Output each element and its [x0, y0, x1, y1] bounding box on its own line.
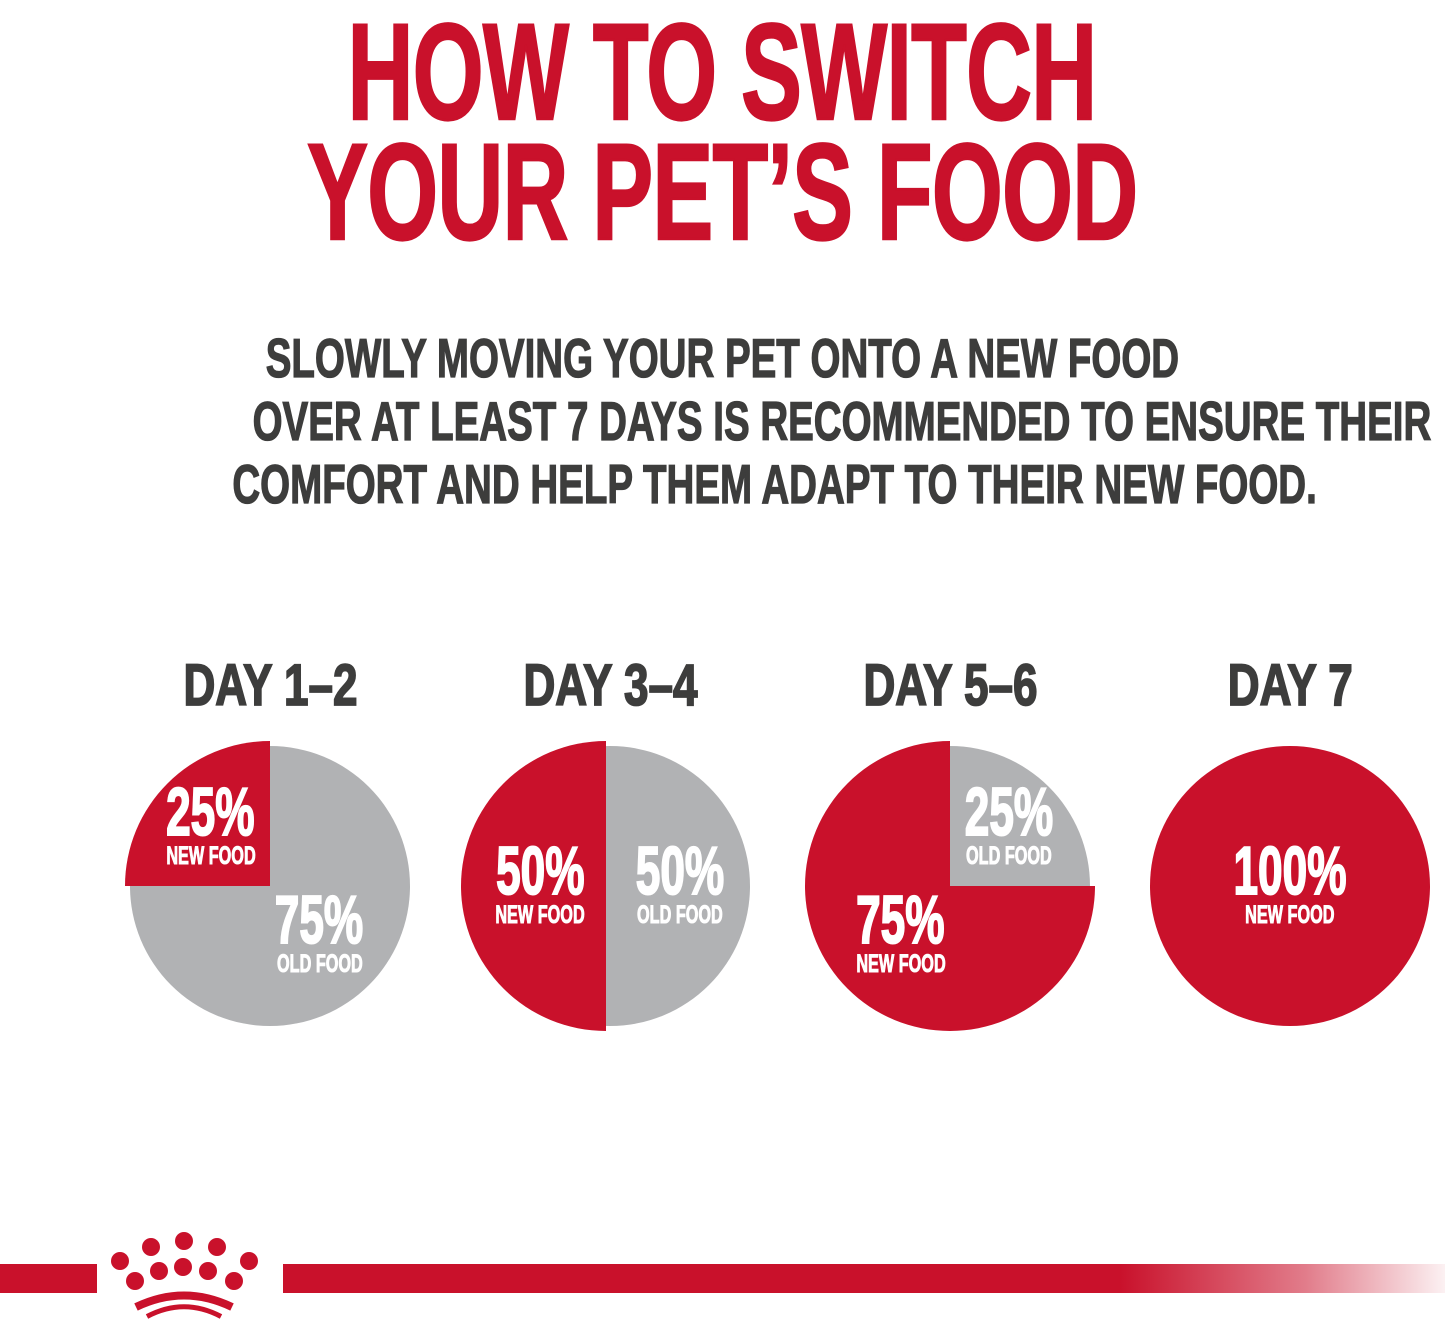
slice-name: NEW FOOD	[1245, 901, 1335, 929]
new-food-slice-label: 25% NEW FOOD	[142, 773, 280, 870]
new-food-slice-label: 75% NEW FOOD	[832, 882, 970, 979]
pie-chart: 50% NEW FOOD 50% OLD FOOD	[460, 736, 760, 1036]
slice-percent: 75%	[856, 882, 946, 959]
transition-schedule-charts: DAY 1–2 25% NEW FOOD 75% OLD FOOD DAY 3–4 50% N…	[100, 653, 1445, 1036]
slice-percent: 50%	[635, 833, 725, 909]
footer-ribbon-right	[283, 1264, 1445, 1293]
old-food-slice-label: 25% OLD FOOD	[941, 773, 1077, 870]
slice-name: OLD FOOD	[276, 950, 363, 979]
page-title: HOW TO SWITCH YOUR PET’S FOOD	[0, 0, 1445, 269]
slice-name: NEW FOOD	[165, 841, 256, 870]
subtitle: SLOWLY MOVING YOUR PET ONTO A NEW FOOD O…	[0, 326, 1445, 516]
day-range-label: DAY 7	[1227, 653, 1353, 718]
old-food-slice-label: 75% OLD FOOD	[251, 882, 387, 979]
day-range-label: DAY 1–2	[182, 653, 358, 718]
pie-chart: 100% NEW FOOD	[1140, 736, 1440, 1036]
slice-percent: 25%	[965, 773, 1055, 850]
subtitle-line-3: COMFORT AND HELP THEM ADAPT TO THEIR NEW…	[232, 452, 1317, 515]
slice-percent: 100%	[1233, 833, 1347, 909]
slice-percent: 25%	[166, 773, 256, 850]
slice-percent: 50%	[495, 833, 585, 909]
pie-svg	[805, 741, 1095, 1031]
new-food-slice-label: 100% NEW FOOD	[1203, 833, 1377, 929]
day-column-2: DAY 3–4 50% NEW FOOD 50% OLD FOOD	[440, 653, 780, 1036]
royal-canin-crown-icon	[111, 1232, 258, 1319]
page-title-line-2: YOUR PET’S FOOD	[307, 116, 1140, 269]
subtitle-line-1: SLOWLY MOVING YOUR PET ONTO A NEW FOOD	[265, 326, 1180, 389]
slice-percent: 75%	[275, 882, 365, 959]
pie-chart: 25% NEW FOOD 75% OLD FOOD	[120, 736, 420, 1036]
day-range-label: DAY 3–4	[522, 653, 698, 718]
day-column-3: DAY 5–6 75% NEW FOOD 25% OLD FOOD	[780, 653, 1120, 1036]
subtitle-line-2: OVER AT LEAST 7 DAYS IS RECOMMENDED TO E…	[252, 389, 1432, 452]
slice-name: OLD FOOD	[637, 901, 723, 929]
slice-name: NEW FOOD	[495, 901, 585, 929]
day-range-label: DAY 5–6	[862, 653, 1038, 718]
page-title-line-1: HOW TO SWITCH	[347, 0, 1098, 149]
day-column-1: DAY 1–2 25% NEW FOOD 75% OLD FOOD	[100, 653, 440, 1036]
day-column-4: DAY 7 100% NEW FOOD	[1120, 653, 1445, 1036]
pie-svg	[461, 741, 750, 1031]
slice-name: NEW FOOD	[855, 950, 946, 979]
pie-svg	[125, 741, 410, 1026]
old-food-slice-label: 50% OLD FOOD	[612, 833, 748, 929]
footer-ribbon-left	[0, 1264, 97, 1293]
pie-svg	[1150, 746, 1430, 1026]
slice-name: OLD FOOD	[966, 841, 1053, 870]
new-food-slice-label: 50% NEW FOOD	[471, 833, 609, 929]
pie-chart: 75% NEW FOOD 25% OLD FOOD	[800, 736, 1100, 1036]
